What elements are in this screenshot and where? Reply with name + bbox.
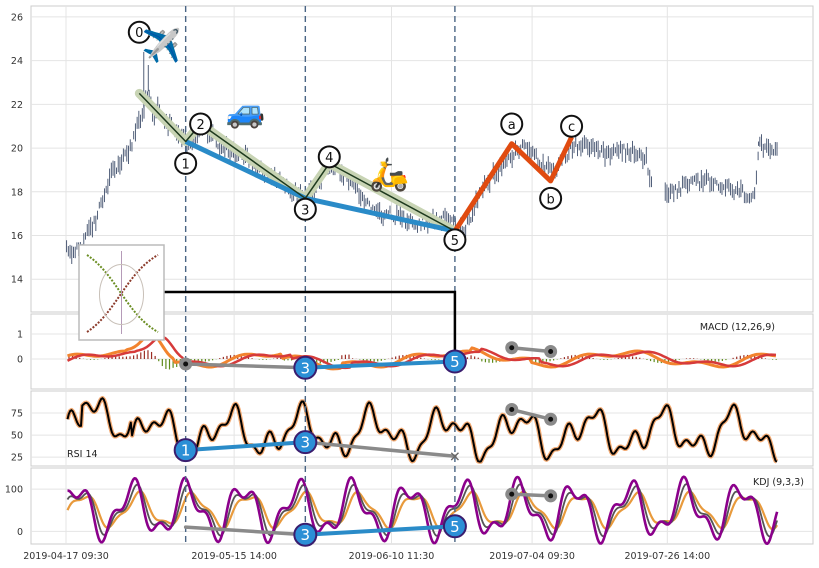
corrective-wave-label-text: a [508, 118, 516, 133]
impulse-wave-line [138, 92, 456, 232]
impulse-wave-label-text: 5 [451, 234, 459, 249]
rsi-wave-marker [293, 430, 318, 455]
y-tick-label-price: 16 [11, 231, 23, 242]
connector-line [164, 290, 457, 368]
corrective-wave-label [539, 186, 563, 210]
x-tick-label: 2019-07-04 09:30 [489, 551, 575, 562]
kdj-wave-marker [442, 514, 467, 539]
rsi-wave-marker-label: 1 [181, 442, 191, 460]
y-tick-label-kdj: 0 [17, 527, 23, 538]
corrective-wave-label-text: c [568, 120, 575, 135]
impulse-wave-label [317, 145, 341, 169]
corrective-wave-label [560, 114, 584, 138]
impulse-wave-label [293, 197, 317, 221]
rsi-wave-marker [173, 438, 198, 463]
rsi-wave-marker-label: 3 [301, 434, 311, 452]
rsi-divergence-line [303, 440, 457, 459]
y-tick-label-rsi: 75 [11, 409, 23, 420]
macd-wave-marker [442, 349, 467, 374]
rsi-top-divergence [509, 407, 553, 421]
macd-divergence-dot-center [509, 345, 515, 351]
y-tick-label-rsi: 25 [11, 453, 23, 464]
y-tick-label-price: 14 [11, 275, 23, 286]
x-tick-label: 2019-04-17 09:30 [23, 551, 109, 562]
y-tick-label-price: 18 [11, 187, 23, 198]
inset-ellipse [99, 264, 144, 325]
rsi-divergence-dot-center [548, 416, 554, 422]
impulse-wave-label [127, 20, 151, 44]
impulse-wave-label [443, 228, 467, 252]
kdj-divergence-dot-center [509, 491, 515, 497]
y-tick-label-kdj: 100 [5, 485, 23, 496]
impulse-wave-label-text: 4 [325, 151, 333, 166]
macd-wave-marker [293, 355, 318, 380]
y-tick-label-price: 26 [11, 12, 23, 23]
kdj-divergence-dot-center [548, 493, 554, 499]
rsi-divergence-dot-center [509, 407, 515, 413]
kdj-wave-marker [293, 522, 318, 547]
corrective-wave-label-text: b [547, 192, 555, 207]
kdj-wave-marker-label: 3 [301, 526, 311, 544]
rsi-divergence-end-mark: ✕ [449, 449, 461, 465]
panel-rsi [30, 390, 814, 467]
rsi-divergence-trend [183, 440, 308, 453]
car-icon: 🚙 [226, 92, 266, 130]
impulse-wave-label [189, 112, 213, 136]
x-tick-label: 2019-05-15 14:00 [191, 551, 277, 562]
macd-wave-marker-label: 5 [450, 353, 460, 371]
y-tick-label-price: 22 [11, 100, 23, 111]
kdj-divergence-trend [303, 524, 457, 537]
impulse-wave-label [174, 151, 198, 175]
scooter-icon: 🛵 [369, 155, 409, 193]
kdj-divergence-line [183, 525, 308, 537]
macd-divergence-line [183, 362, 308, 370]
x-tick-label: 2019-07-26 14:00 [625, 551, 711, 562]
inset-thumbnail [78, 244, 165, 341]
macd-wave-marker-label: 3 [301, 359, 311, 377]
airplane-icon: ✈️ [142, 26, 182, 64]
x-tick-label: 2019-06-10 11:30 [349, 551, 435, 562]
kdj-wave-marker-label: 5 [450, 518, 460, 536]
rsi-label: RSI 14 [67, 449, 98, 460]
y-tick-label-macd: 1 [17, 330, 23, 341]
macd-label: MACD (12,26,9) [700, 322, 775, 333]
macd-top-divergence [509, 346, 553, 354]
corrective-wave-label [500, 112, 524, 136]
y-tick-label-price: 24 [11, 56, 23, 67]
y-tick-label-macd: 0 [17, 355, 23, 366]
macd-divergence-dot-center [183, 361, 189, 367]
impulse-wave-label-text: 0 [135, 26, 143, 41]
impulse-wave-label-text: 3 [301, 203, 309, 218]
macd-divergence-trend [303, 359, 457, 370]
kdj-label: KDJ (9,3,3) [753, 477, 804, 488]
macd-divergence-dot-center [548, 349, 554, 354]
impulse-wave-label-text: 2 [196, 118, 204, 133]
y-tick-label-rsi: 50 [11, 431, 23, 442]
corrective-wave-line [452, 136, 574, 233]
y-tick-label-price: 20 [11, 144, 23, 155]
impulse-wave-label-text: 1 [182, 157, 190, 172]
